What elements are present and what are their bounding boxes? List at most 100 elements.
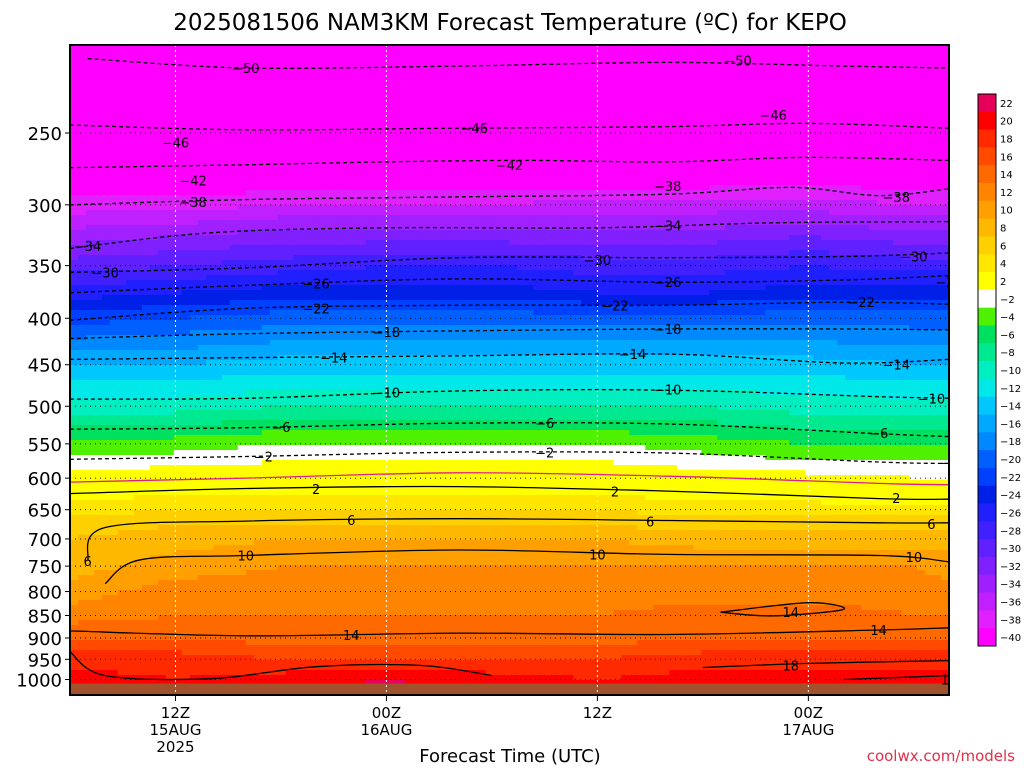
field-cell [461, 205, 471, 211]
field-cell [605, 60, 614, 66]
field-cell [869, 90, 878, 96]
field-cell [181, 195, 191, 201]
field-cell [333, 155, 343, 161]
field-cell [117, 260, 127, 266]
field-cell [157, 190, 167, 196]
field-cell [589, 190, 598, 196]
field-cell [133, 50, 143, 56]
field-cell [861, 210, 870, 216]
field-cell [869, 80, 878, 86]
field-cell [797, 265, 806, 271]
field-cell [445, 135, 455, 141]
field-cell [205, 55, 215, 61]
field-cell [405, 200, 415, 206]
field-cell [749, 115, 758, 121]
field-cell [549, 75, 559, 81]
field-cell [925, 170, 934, 176]
field-cell [333, 140, 343, 146]
field-cell [637, 70, 646, 76]
field-cell [861, 120, 870, 126]
field-cell [397, 220, 407, 226]
field-cell [325, 100, 335, 106]
field-cell [157, 180, 167, 186]
field-cell [877, 50, 886, 56]
field-cell [853, 50, 862, 56]
field-cell [141, 175, 151, 181]
field-cell [301, 210, 311, 216]
field-cell [533, 110, 543, 116]
field-cell [685, 160, 694, 166]
field-cell [181, 160, 191, 166]
field-cell [301, 130, 311, 136]
field-cell [309, 255, 319, 261]
field-cell [597, 185, 606, 191]
field-cell [317, 250, 327, 256]
field-cell [821, 80, 830, 86]
field-cell [357, 180, 367, 186]
field-cell [733, 155, 742, 161]
field-cell [789, 115, 798, 121]
field-cell [333, 65, 343, 71]
field-cell [925, 265, 934, 271]
field-cell [821, 125, 830, 131]
field-cell [365, 75, 375, 81]
field-cell [725, 265, 734, 271]
field-cell [709, 100, 718, 106]
field-cell [429, 210, 439, 216]
field-cell [197, 95, 207, 101]
field-cell [485, 105, 495, 111]
field-cell [85, 165, 95, 171]
field-cell [645, 195, 654, 201]
field-cell [637, 135, 646, 141]
field-cell [253, 60, 263, 66]
field-cell [277, 245, 287, 251]
field-cell [509, 85, 519, 91]
field-cell [157, 255, 167, 261]
field-cell [341, 185, 351, 191]
field-cell [645, 210, 654, 216]
field-cell [637, 185, 646, 191]
field-cell [909, 150, 918, 156]
field-cell [589, 245, 598, 251]
field-cell [77, 85, 87, 91]
field-cell [629, 265, 638, 271]
field-cell [109, 75, 119, 81]
field-cell [853, 215, 862, 221]
field-cell [261, 90, 271, 96]
field-cell [637, 210, 646, 216]
field-cell [421, 50, 431, 56]
field-cell [293, 270, 303, 276]
field-cell [381, 250, 391, 256]
field-cell [445, 190, 455, 196]
field-cell [565, 185, 575, 191]
field-cell [341, 265, 351, 271]
field-cell [469, 190, 479, 196]
field-cell [941, 155, 949, 161]
field-cell [877, 130, 886, 136]
field-cell [685, 85, 694, 91]
field-cell [901, 205, 910, 211]
field-cell [741, 185, 750, 191]
field-cell [533, 75, 543, 81]
field-cell [309, 110, 319, 116]
field-cell [341, 215, 351, 221]
field-cell [125, 85, 135, 91]
field-cell [437, 200, 447, 206]
field-cell [853, 55, 862, 61]
field-cell [925, 150, 934, 156]
field-cell [333, 190, 343, 196]
field-cell [789, 205, 798, 211]
field-cell [901, 255, 910, 261]
field-cell [189, 165, 199, 171]
field-cell [917, 205, 926, 211]
field-cell [725, 60, 734, 66]
field-cell [621, 205, 630, 211]
field-cell [917, 75, 926, 81]
field-cell [293, 60, 303, 66]
field-cell [421, 165, 431, 171]
field-cell [541, 205, 551, 211]
field-cell [229, 55, 239, 61]
field-cell [517, 155, 527, 161]
field-cell [413, 130, 423, 136]
field-cell [629, 145, 638, 151]
